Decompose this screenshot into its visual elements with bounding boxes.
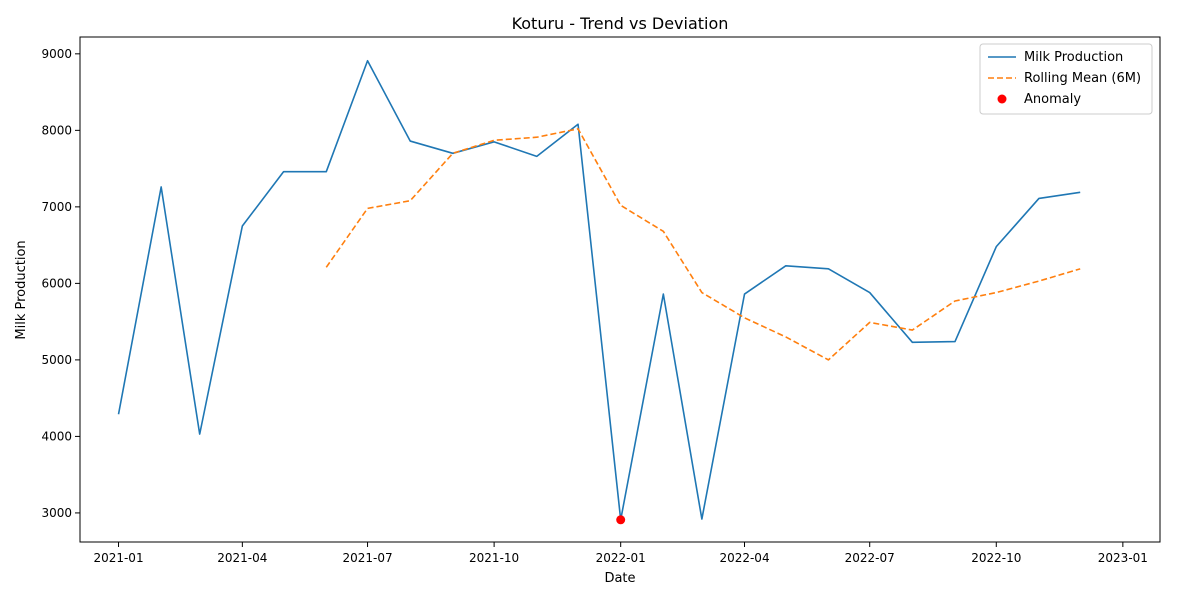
series-line-milk-production	[117, 59, 1081, 521]
y-tick-label: 6000	[41, 276, 72, 290]
x-tick-label: 2021-01	[93, 551, 143, 565]
x-tick-label: 2022-04	[719, 551, 769, 565]
y-axis-label: Milk Production	[14, 240, 29, 339]
y-tick-label: 9000	[41, 47, 72, 61]
x-tick-label: 2021-10	[469, 551, 519, 565]
axes-frame	[79, 36, 1161, 543]
anomaly-point	[616, 515, 626, 525]
x-tick-label: 2022-07	[845, 551, 895, 565]
series-line-rolling-mean	[325, 128, 1081, 361]
x-tick-label: 2022-10	[971, 551, 1021, 565]
chart-title: Koturu - Trend vs Deviation	[512, 14, 729, 33]
x-tick-label: 2021-04	[217, 551, 267, 565]
x-tick-label: 2023-01	[1098, 551, 1148, 565]
x-tick-label: 2021-07	[342, 551, 392, 565]
y-tick-label: 4000	[41, 429, 72, 443]
y-tick-label: 5000	[41, 353, 72, 367]
y-tick-label: 7000	[41, 200, 72, 214]
legend-box	[979, 43, 1153, 115]
y-tick-label: 8000	[41, 123, 72, 137]
legend-label: Milk Production	[1024, 50, 1123, 65]
x-axis-label: Date	[604, 571, 635, 586]
x-tick-label: 2022-01	[596, 551, 646, 565]
legend-swatch	[997, 94, 1007, 104]
legend: Milk Production Rolling Mean (6M) Anomaly	[979, 43, 1153, 115]
plot-area: 2021-01 2021-04 2021-07 2021-10 2022-01 2022-…	[41, 36, 1161, 565]
y-tick-label: 3000	[41, 506, 72, 520]
legend-label: Anomaly	[1024, 92, 1081, 107]
legend-label: Rolling Mean (6M)	[1024, 71, 1141, 86]
